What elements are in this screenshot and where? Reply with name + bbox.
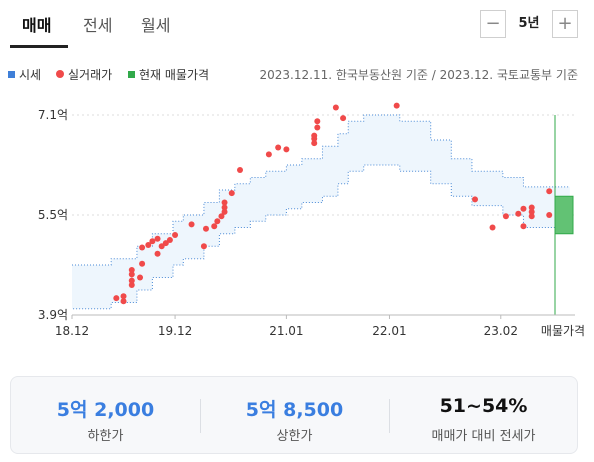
trade-point	[162, 240, 169, 247]
plus-icon[interactable]: +	[552, 10, 578, 38]
trade-point	[139, 260, 146, 267]
axes: 7.1억 5.5억 3.9억 18.12 19.12 21.01 22.01 23.02 매물가…	[38, 108, 585, 338]
trade-point	[275, 144, 282, 151]
listing-price-range	[554, 195, 574, 235]
tab-sale[interactable]: 매매	[22, 16, 52, 35]
market-price-band-area	[72, 115, 570, 309]
trade-point	[520, 223, 527, 230]
period-stepper: − 5년 +	[480, 10, 578, 40]
market-price-band	[72, 114, 570, 310]
summary-upper-price: 5억 8,500 상한가	[200, 377, 389, 455]
deal-type-tabs: 매매 전세 월세	[0, 0, 594, 48]
x-tick-label: 23.02	[484, 324, 518, 338]
trade-point	[221, 199, 228, 206]
trade-point	[311, 132, 318, 139]
trade-point	[137, 274, 144, 281]
trade-point	[332, 104, 339, 111]
summary-jeonse-ratio: 51~54% 매매가 대비 전세가	[389, 377, 578, 455]
trade-point	[515, 210, 522, 217]
trade-point	[221, 208, 228, 215]
x-tick-label: 22.01	[372, 324, 406, 338]
x-extra-label: 매물가격	[541, 324, 585, 338]
tab-jeonse[interactable]: 전세	[83, 16, 113, 35]
tab-monthly-rent[interactable]: 월세	[141, 16, 171, 35]
trade-point	[520, 205, 527, 212]
summary-label: 하한가	[87, 429, 124, 444]
y-tick-label: 7.1억	[38, 108, 68, 122]
trade-point	[393, 102, 400, 109]
price-chart: 7.1억 5.5억 3.9억 18.12 19.12 21.01 22.01 23.02 매물가…	[38, 102, 585, 338]
x-tick-label: 18.12	[55, 324, 89, 338]
trade-point	[502, 213, 509, 220]
summary-lower-price: 5억 2,000 하한가	[11, 377, 200, 455]
trade-point	[528, 208, 535, 215]
trade-point	[546, 212, 553, 218]
trade-point	[200, 243, 207, 250]
trade-point	[314, 118, 321, 125]
trade-point	[145, 242, 152, 248]
dot-marker-icon	[56, 70, 64, 78]
summary-value: 5억 2,000	[56, 399, 155, 421]
period-value: 5년	[518, 16, 540, 31]
trade-point	[202, 225, 209, 232]
x-tick-label: 21.01	[269, 324, 303, 338]
trade-point	[154, 250, 161, 257]
trade-point	[120, 293, 127, 300]
legend-item-listing-price: 현재 매물가격	[128, 66, 209, 83]
square-marker-icon	[128, 71, 135, 78]
trade-point	[139, 244, 146, 251]
legend-item-market-price: 시세	[8, 66, 41, 83]
market-price-upper-line	[72, 114, 570, 266]
legend-label: 시세	[19, 68, 42, 82]
minus-icon[interactable]: −	[480, 10, 506, 38]
trade-point	[265, 151, 272, 158]
summary-value: 5억 8,500	[245, 399, 344, 421]
summary-divider	[389, 399, 390, 433]
trade-point	[128, 267, 135, 273]
y-tick-label: 3.9억	[38, 308, 68, 322]
trade-point	[489, 224, 496, 231]
summary-label: 상한가	[276, 429, 313, 444]
active-tab-indicator	[10, 45, 68, 48]
price-summary-card: 5억 2,000 하한가 5억 8,500 상한가 51~54% 매매가 대비 …	[10, 376, 578, 454]
data-source-note: 2023.12.11. 한국부동산원 기준 / 2023.12. 국토교통부 기…	[259, 68, 579, 82]
trade-point	[188, 221, 195, 228]
trade-point	[283, 146, 290, 153]
legend-item-actual-trades: 실거래가	[56, 66, 112, 83]
trade-point	[214, 218, 221, 225]
trade-point	[172, 232, 179, 238]
trade-point	[221, 204, 228, 211]
listing-price-marker	[554, 115, 574, 315]
summary-value: 51~54%	[439, 395, 528, 417]
trade-point	[158, 243, 165, 250]
trade-point	[154, 235, 161, 242]
trade-point	[128, 282, 135, 288]
trade-point	[128, 271, 135, 278]
legend-label: 현재 매물가격	[139, 68, 210, 82]
trade-point	[113, 295, 120, 302]
y-tick-label: 5.5억	[38, 208, 68, 222]
legend-label: 실거래가	[68, 68, 113, 82]
market-price-lower-line	[72, 164, 570, 310]
trade-point	[128, 277, 135, 284]
trade-point	[528, 204, 535, 211]
trade-point	[149, 238, 156, 245]
trade-point	[237, 167, 244, 173]
summary-label: 매매가 대비 전세가	[431, 429, 536, 444]
x-tick-label: 19.12	[158, 324, 192, 338]
trade-point	[218, 213, 225, 220]
trade-point	[546, 188, 553, 195]
trade-point	[228, 190, 235, 197]
trade-point	[472, 196, 479, 203]
trade-point	[166, 237, 173, 243]
trade-point	[211, 223, 218, 230]
square-marker-icon	[8, 71, 15, 78]
trade-point	[120, 298, 127, 305]
trade-point	[314, 124, 321, 131]
trade-point	[528, 213, 535, 220]
trade-dots	[113, 102, 553, 305]
trade-point	[340, 115, 347, 122]
trade-point	[311, 140, 318, 147]
summary-divider	[200, 399, 201, 433]
